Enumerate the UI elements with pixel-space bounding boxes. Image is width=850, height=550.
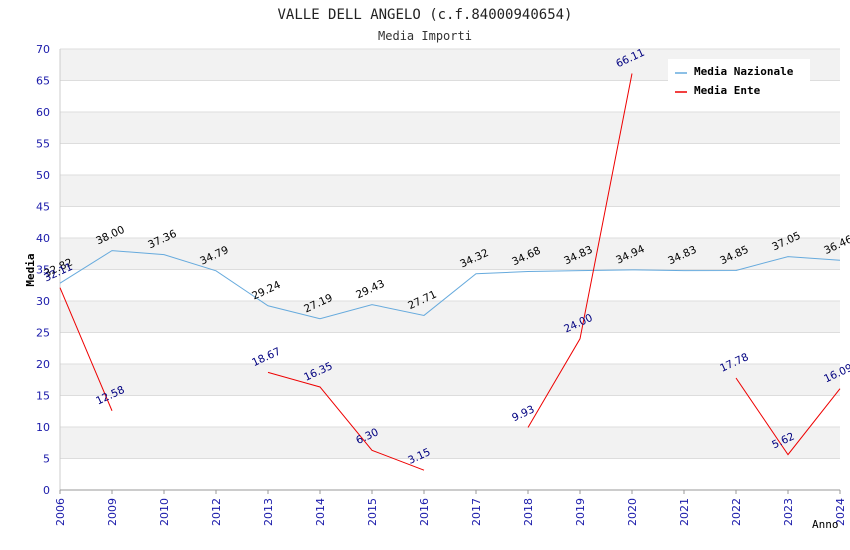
grid-band	[60, 206, 840, 238]
grid-band	[60, 175, 840, 207]
x-tick-label: 2024	[834, 498, 847, 526]
x-tick-label: 2017	[470, 498, 483, 526]
grid-band	[60, 301, 840, 333]
x-tick-label: 2018	[522, 498, 535, 526]
series-line-media-ente	[267, 371, 425, 471]
y-axis-title: Media	[24, 253, 37, 286]
x-tick-label: 2010	[158, 498, 171, 526]
y-tick-label: 25	[36, 327, 50, 340]
y-tick-label: 5	[43, 453, 50, 466]
x-tick-label: 2022	[730, 498, 743, 526]
series-line-media-ente	[527, 73, 633, 428]
grid-band	[60, 395, 840, 427]
series-line-media-ente	[735, 377, 841, 456]
y-tick-label: 65	[36, 75, 50, 88]
y-tick-label: 30	[36, 295, 50, 308]
grid-band	[60, 112, 840, 144]
y-axis: 0 5 10 15 20 25 30 35 40 45 50 55 60 65 70	[36, 43, 50, 497]
x-tick-label: 2009	[106, 498, 119, 526]
x-tick-label: 2015	[366, 498, 379, 526]
series-line-media-nazionale	[59, 250, 841, 320]
y-tick-label: 55	[36, 138, 50, 151]
x-tick-label: 2020	[626, 498, 639, 526]
x-tick-label: 2012	[210, 498, 223, 526]
grid-band	[60, 143, 840, 175]
x-tick-label: 2019	[574, 498, 587, 526]
x-tick-label: 2013	[262, 498, 275, 526]
legend: Media Nazionale Media Ente	[668, 59, 810, 103]
y-tick-label: 40	[36, 232, 50, 245]
x-tick-label: 2006	[54, 498, 67, 526]
legend-label-media-ente: Media Ente	[694, 84, 761, 97]
grid-band	[60, 332, 840, 364]
y-tick-label: 50	[36, 169, 50, 182]
x-tick-label: 2021	[678, 498, 691, 526]
x-tick-label: 2014	[314, 498, 327, 526]
x-axis: 2006 2009 2010 2012 2013 2014 2015 2016 2017 2018…	[54, 490, 847, 526]
chart-title: VALLE DELL ANGELO (c.f.84000940654)	[277, 7, 572, 23]
grid-band	[60, 458, 840, 490]
x-axis-title: Anno	[812, 518, 839, 531]
y-tick-label: 15	[36, 390, 50, 403]
x-tick-label: 2016	[418, 498, 431, 526]
y-tick-label: 0	[43, 484, 50, 497]
y-tick-label: 35	[36, 264, 50, 277]
y-tick-label: 20	[36, 358, 50, 371]
plot-bands	[59, 48, 840, 491]
y-tick-label: 10	[36, 421, 50, 434]
series-line-media-ente	[59, 287, 113, 411]
grid-band	[60, 238, 840, 270]
y-tick-label: 60	[36, 106, 50, 119]
y-tick-label: 70	[36, 43, 50, 56]
grid-band	[60, 427, 840, 459]
grid-band	[60, 269, 840, 301]
x-tick-label: 2023	[782, 498, 795, 526]
grid-band	[60, 364, 840, 396]
series-lines	[59, 73, 841, 471]
legend-box	[668, 59, 810, 103]
chart-subtitle: Media Importi	[378, 29, 472, 43]
y-tick-label: 45	[36, 201, 50, 214]
legend-label-media-nazionale: Media Nazionale	[694, 65, 794, 78]
